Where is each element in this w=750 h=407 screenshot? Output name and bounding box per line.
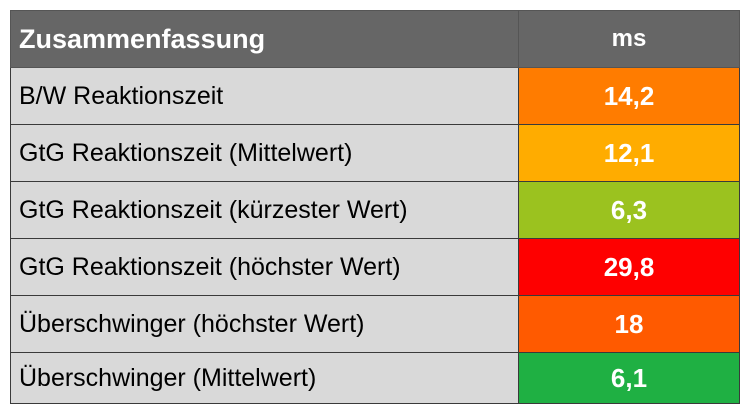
- unit-header: ms: [518, 10, 740, 68]
- row-label: GtG Reaktionszeit (höchster Wert): [10, 238, 519, 296]
- table-title: Zusammenfassung: [10, 10, 519, 68]
- table-row: Überschwinger (höchster Wert) 18: [10, 295, 740, 353]
- row-value: 29,8: [518, 238, 740, 296]
- table-row: GtG Reaktionszeit (Mittelwert) 12,1: [10, 124, 740, 182]
- table-row: Überschwinger (Mittelwert) 6,1: [10, 352, 740, 404]
- row-value: 12,1: [518, 124, 740, 182]
- row-value: 18: [518, 295, 740, 353]
- header-row: Zusammenfassung ms: [10, 10, 740, 68]
- row-label: Überschwinger (höchster Wert): [10, 295, 519, 353]
- row-label: Überschwinger (Mittelwert): [10, 352, 519, 404]
- row-value: 6,3: [518, 181, 740, 239]
- summary-table: Zusammenfassung ms B/W Reaktionszeit 14,…: [10, 10, 740, 404]
- table-row: GtG Reaktionszeit (kürzester Wert) 6,3: [10, 181, 740, 239]
- summary-table-container: Zusammenfassung ms B/W Reaktionszeit 14,…: [10, 10, 740, 404]
- row-value: 6,1: [518, 352, 740, 404]
- table-row: B/W Reaktionszeit 14,2: [10, 67, 740, 125]
- row-label: GtG Reaktionszeit (Mittelwert): [10, 124, 519, 182]
- row-label: GtG Reaktionszeit (kürzester Wert): [10, 181, 519, 239]
- table-row: GtG Reaktionszeit (höchster Wert) 29,8: [10, 238, 740, 296]
- row-label: B/W Reaktionszeit: [10, 67, 519, 125]
- row-value: 14,2: [518, 67, 740, 125]
